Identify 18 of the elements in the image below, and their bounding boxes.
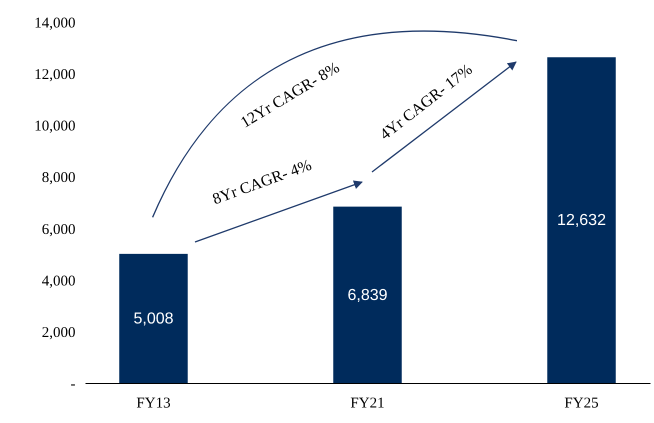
bar <box>119 254 188 383</box>
annotation: 8Yr CAGR- 4% <box>210 156 314 208</box>
y-tick-label: 12,000 <box>34 67 76 84</box>
x-tick-label: FY25 <box>564 396 599 412</box>
y-tick-label: 2,000 <box>42 324 76 341</box>
y-tick-label: 10,000 <box>34 118 76 135</box>
bar <box>547 57 616 383</box>
y-tick-label: 6,000 <box>42 222 76 238</box>
y-tick-label: 8,000 <box>42 170 76 186</box>
data-label: 5,008 <box>133 310 174 328</box>
data-label: 12,632 <box>557 212 606 230</box>
y-tick-label: - <box>70 376 76 392</box>
y-tick-label: 4,000 <box>42 273 76 290</box>
bar <box>333 206 402 383</box>
data-label: 6,839 <box>347 286 388 304</box>
x-tick-label: FY21 <box>350 396 385 412</box>
x-tick-label: FY13 <box>136 396 171 412</box>
y-tick-label: 14,000 <box>34 16 76 32</box>
